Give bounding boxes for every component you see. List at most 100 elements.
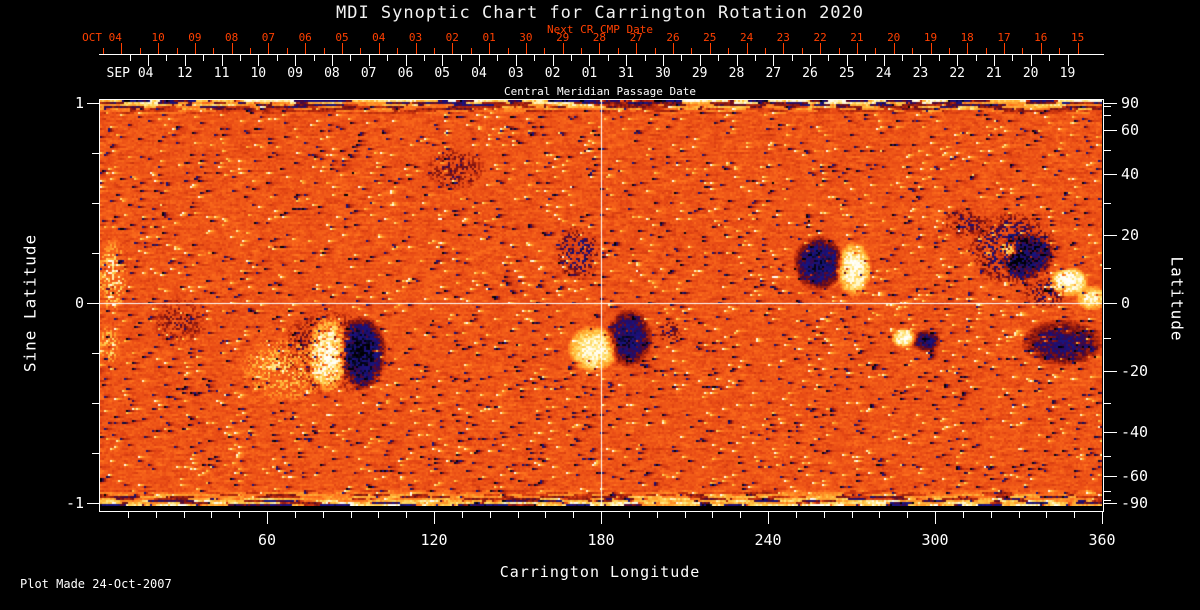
cmp-day-label: 02 [544, 66, 561, 81]
plot-frame [99, 99, 1104, 512]
longitude-tick [712, 512, 714, 518]
next-cr-day-tick [709, 43, 711, 54]
latitude-tick [1104, 115, 1111, 116]
longitude-tick [434, 512, 435, 524]
latitude-tick [1104, 456, 1111, 457]
next-cr-day-tick [636, 43, 638, 54]
longitude-tick [489, 512, 491, 518]
next-cr-halfday-tick [948, 48, 950, 54]
next-cr-halfday-tick [654, 48, 656, 54]
longitude-tick-label: 240 [754, 531, 782, 549]
cmp-day-tick [258, 55, 260, 66]
longitude-tick-label: 180 [587, 531, 615, 549]
next-cr-day-label: 22 [813, 31, 827, 44]
next-cr-halfday-tick [1022, 48, 1024, 54]
next-cr-day-label: 08 [224, 31, 239, 44]
longitude-tick [183, 512, 185, 518]
next-cr-halfday-tick [1059, 48, 1061, 54]
cmp-day-tick [184, 55, 186, 66]
longitude-tick [879, 512, 881, 518]
next-cr-halfday-tick [912, 48, 914, 54]
cmp-day-tick [626, 55, 628, 66]
latitude-tick [1104, 500, 1111, 501]
latitude-tick [1104, 235, 1117, 236]
cmp-day-tick [479, 55, 480, 66]
next-cr-day-tick [415, 43, 417, 54]
next-cr-day-tick [1004, 43, 1005, 54]
longitude-tick [294, 512, 296, 518]
longitude-tick [461, 512, 463, 518]
cmp-axis-title: Central Meridian Passage Date [503, 85, 697, 98]
cmp-day-tick [846, 55, 848, 66]
next-cr-day-tick [1077, 43, 1079, 54]
next-cr-halfday-tick [360, 48, 362, 54]
next-cr-day-tick [342, 43, 343, 54]
next-cr-day-label: 09 [188, 31, 202, 44]
cmp-halfday-tick [571, 55, 572, 61]
next-cr-day-label: 28 [592, 31, 607, 44]
cmp-halfday-tick [1049, 55, 1051, 61]
cmp-day-tick [736, 55, 738, 66]
next-cr-day-tick [268, 43, 270, 54]
latitude-tick-label: -60 [1121, 467, 1149, 485]
cmp-halfday-tick [791, 55, 793, 61]
next-cr-halfday-tick [728, 48, 730, 54]
next-cr-halfday-tick [764, 48, 766, 54]
cmp-halfday-tick [718, 55, 720, 61]
cmp-halfday-tick [902, 55, 903, 61]
longitude-tick [1102, 512, 1103, 524]
cmp-day-label: 08 [324, 66, 340, 81]
next-cr-halfday-tick [102, 48, 104, 54]
cmp-day-label: 20 [1022, 66, 1039, 81]
next-cr-day-tick [489, 43, 491, 54]
sine-latitude-tick [92, 353, 99, 354]
cmp-day-tick [662, 55, 664, 66]
longitude-tick [935, 512, 936, 524]
cmp-halfday-tick [534, 55, 536, 61]
cmp-day-tick [920, 55, 922, 66]
next-cr-day-label: 19 [923, 31, 938, 44]
cmp-day-label: 27 [765, 66, 782, 81]
next-cr-halfday-tick [838, 48, 840, 54]
cmp-day-tick [331, 55, 333, 66]
cmp-day-label: 19 [1059, 66, 1076, 81]
right-axis-label: Latitude [1167, 256, 1187, 342]
next-cr-day-label: 18 [960, 31, 974, 44]
latitude-tick [1104, 203, 1111, 204]
cmp-day-label: 03 [507, 66, 524, 81]
cmp-day-tick [221, 55, 223, 66]
next-cr-day-label: 24 [739, 31, 754, 44]
next-cr-day-tick [820, 43, 822, 54]
latitude-tick [1104, 303, 1117, 304]
next-cr-day-label: 17 [997, 31, 1011, 44]
longitude-tick [684, 512, 686, 518]
next-cr-day-tick [967, 43, 969, 54]
next-cr-halfday-tick [433, 48, 435, 54]
latitude-tick [1104, 174, 1117, 175]
cmp-day-label: 06 [397, 66, 414, 81]
cmp-day-label: 12 [176, 66, 193, 81]
next-cr-day-tick [194, 43, 196, 54]
next-cr-halfday-tick [213, 48, 215, 54]
latitude-tick [1104, 130, 1117, 131]
next-cr-day-label: 04 [372, 31, 386, 44]
longitude-tick [406, 512, 408, 518]
cmp-halfday-tick [276, 55, 278, 61]
cmp-day-label: 25 [838, 66, 855, 81]
cmp-day-tick [552, 55, 554, 66]
cmp-halfday-tick [975, 55, 977, 61]
date-axis-line [99, 54, 1104, 55]
longitude-tick [1074, 512, 1076, 518]
latitude-tick [1104, 106, 1111, 107]
latitude-tick-label: -90 [1121, 494, 1149, 512]
chart-title: MDI Synoptic Chart for Carrington Rotati… [335, 3, 865, 23]
longitude-tick [990, 512, 992, 518]
cmp-halfday-tick [681, 55, 683, 61]
cmp-halfday-tick [387, 55, 389, 61]
sine-latitude-tick-label: 0 [74, 294, 84, 312]
cmp-day-tick [810, 55, 811, 66]
sine-latitude-tick-label: 1 [74, 94, 84, 112]
next-cr-day-tick [1040, 43, 1042, 54]
cmp-day-label: 24 [875, 66, 892, 81]
